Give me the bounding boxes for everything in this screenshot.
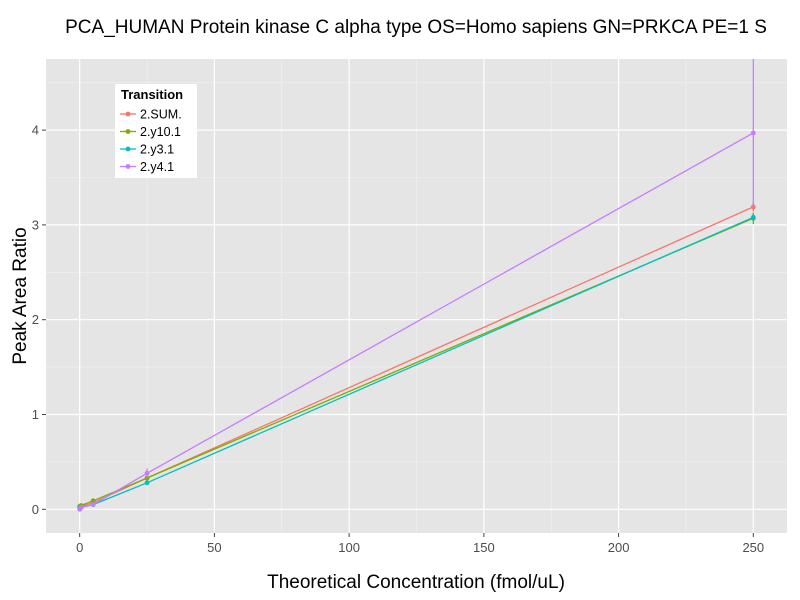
x-tick-label: 50: [207, 540, 221, 555]
y-axis-label: Peak Area Ratio: [10, 227, 31, 364]
legend-marker: [125, 129, 131, 134]
legend-marker: [125, 164, 131, 169]
x-tick-label: 250: [742, 540, 764, 555]
x-axis-label: Theoretical Concentration (fmol/uL): [267, 572, 565, 593]
legend-label: 2.y3.1: [140, 143, 174, 157]
data-point: [90, 498, 96, 504]
legend-label: 2.y10.1: [140, 125, 181, 139]
data-point: [78, 505, 84, 510]
y-tick-label: 1: [32, 407, 39, 422]
data-point: [750, 214, 756, 220]
axis-layer: 0 50 100 150 200 250 0 1 2 3 4: [32, 123, 764, 555]
y-tick-label: 0: [32, 502, 39, 517]
x-tick-label: 0: [76, 540, 83, 555]
x-tick-label: 100: [338, 540, 360, 555]
y-tick-label: 4: [32, 123, 39, 138]
legend-marker: [125, 146, 131, 152]
legend: Transition 2.SUM. 2.y10.1 2.y3.1 2.y4.1: [115, 84, 197, 178]
x-tick-label: 200: [608, 540, 630, 555]
legend-title: Transition: [121, 87, 183, 102]
x-tick-label: 150: [473, 540, 495, 555]
y-tick-label: 3: [32, 217, 39, 232]
legend-label: 2.y4.1: [140, 160, 174, 174]
legend-items: 2.SUM. 2.y10.1 2.y3.1 2.y4.1: [120, 108, 182, 174]
data-point: [144, 480, 150, 486]
data-point: [144, 470, 150, 476]
legend-marker: [125, 111, 131, 117]
y-tick-label: 2: [32, 312, 39, 327]
series-layer: [77, 59, 756, 512]
chart-title: PCA_HUMAN Protein kinase C alpha type OS…: [65, 17, 767, 38]
data-point: [750, 130, 756, 136]
data-point: [90, 502, 96, 507]
legend-label: 2.SUM.: [140, 108, 182, 122]
series-2.y4.1: [77, 59, 756, 512]
